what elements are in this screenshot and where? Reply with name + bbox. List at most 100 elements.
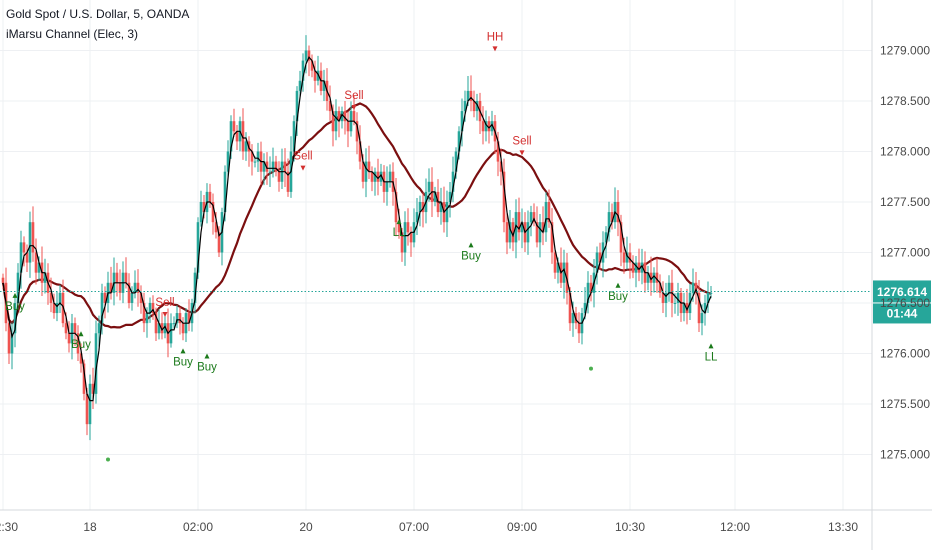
candle-body <box>88 383 92 425</box>
candle-body <box>64 323 68 334</box>
candle-body <box>1 277 5 283</box>
candle-body <box>571 313 575 324</box>
candle-body <box>298 80 302 91</box>
candle-body <box>394 191 398 223</box>
candle-body <box>58 292 62 303</box>
candle-body <box>415 212 419 223</box>
candle-body <box>541 222 545 233</box>
candle-body <box>499 161 503 172</box>
candle-body <box>544 201 548 233</box>
candle-body <box>154 313 158 334</box>
candle-body <box>427 181 431 192</box>
candle-body <box>616 201 620 223</box>
candle-body <box>304 50 308 61</box>
candle-body <box>37 262 41 273</box>
signal-label: Sell <box>155 297 174 309</box>
candle-body <box>646 272 650 283</box>
candle-body <box>403 222 407 253</box>
x-tick-label: 09:00 <box>507 520 537 534</box>
candle-body <box>568 292 572 324</box>
signal-arrow-up <box>708 343 714 349</box>
last-price-tag <box>873 280 931 303</box>
candle-body <box>16 272 20 303</box>
candle-body <box>352 111 356 122</box>
candle-body <box>211 201 215 223</box>
candle-body <box>457 131 461 152</box>
candle-body <box>400 232 404 253</box>
candle-body <box>484 121 488 132</box>
candle-body <box>148 302 152 314</box>
signal-label: LL <box>705 351 718 363</box>
candle-body <box>172 323 176 325</box>
candle-body <box>133 282 137 293</box>
candle-body <box>28 222 32 263</box>
candle-body <box>538 222 542 243</box>
candle-body <box>700 313 704 324</box>
signal-arrow-up <box>468 242 474 248</box>
signal-label: Buy <box>461 250 481 262</box>
candle-body <box>439 201 443 213</box>
candle-body <box>445 201 449 223</box>
signal-arrow-up <box>396 219 402 225</box>
candle-body <box>547 201 551 223</box>
candle-body <box>367 161 371 172</box>
candle-body <box>139 292 143 303</box>
candle-body <box>94 333 98 394</box>
candle-body <box>379 171 383 182</box>
candle-body <box>526 222 530 243</box>
candle-body <box>706 292 710 303</box>
candle-body <box>532 212 536 223</box>
candle-body <box>577 323 581 334</box>
candle-body <box>676 292 680 303</box>
candle-body <box>79 353 83 364</box>
candle-body <box>631 262 635 273</box>
candle-body <box>475 100 479 112</box>
candle-body <box>649 272 653 283</box>
signal-label: Buy <box>71 339 91 351</box>
candle-body <box>265 161 269 172</box>
candle-body <box>13 302 17 334</box>
signal-arrow-down <box>351 104 357 110</box>
candle-body <box>370 171 374 182</box>
candle-body <box>709 292 713 294</box>
candle-body <box>652 272 656 283</box>
legend: Gold Spot / U.S. Dollar, 5, OANDA iMarsu… <box>6 4 189 44</box>
symbol-title[interactable]: Gold Spot / U.S. Dollar, 5, OANDA <box>6 7 190 21</box>
candle-body <box>73 323 77 334</box>
signal-label: Sell <box>344 90 363 102</box>
x-tick-label: 07:00 <box>399 520 429 534</box>
candle-body <box>637 262 641 273</box>
x-tick-label: 13:30 <box>828 520 858 534</box>
fast-line <box>2 56 712 402</box>
signal-label: Buy <box>197 361 217 373</box>
candle-body <box>496 141 500 162</box>
candle-body <box>364 161 368 182</box>
candle-body <box>136 282 140 293</box>
y-tick-label: 1277.500 <box>880 195 930 209</box>
candle-body <box>82 363 86 394</box>
candle-body <box>385 181 389 192</box>
countdown-tag <box>873 303 931 324</box>
candle-body <box>682 302 686 314</box>
candle-body <box>301 60 305 81</box>
signal-arrow-down <box>300 165 306 171</box>
indicator-title[interactable]: iMarsu Channel (Elec, 3) <box>6 27 139 41</box>
candle-body <box>694 282 698 293</box>
candle-body <box>361 161 365 182</box>
candle-body <box>322 80 326 91</box>
candle-body <box>25 252 29 263</box>
candle-body <box>553 252 557 273</box>
y-tick-label: 1275.500 <box>880 397 930 411</box>
signal-arrow-up <box>204 353 210 359</box>
candle-body <box>271 161 275 172</box>
candle-body <box>67 333 71 344</box>
signal-label: Buy <box>5 301 25 313</box>
candle-body <box>103 292 107 303</box>
candle-body <box>328 100 332 112</box>
candle-body <box>376 171 380 182</box>
candle-body <box>232 121 236 132</box>
candle-body <box>487 121 491 132</box>
candle-body <box>598 252 602 263</box>
candle-body <box>634 262 638 273</box>
